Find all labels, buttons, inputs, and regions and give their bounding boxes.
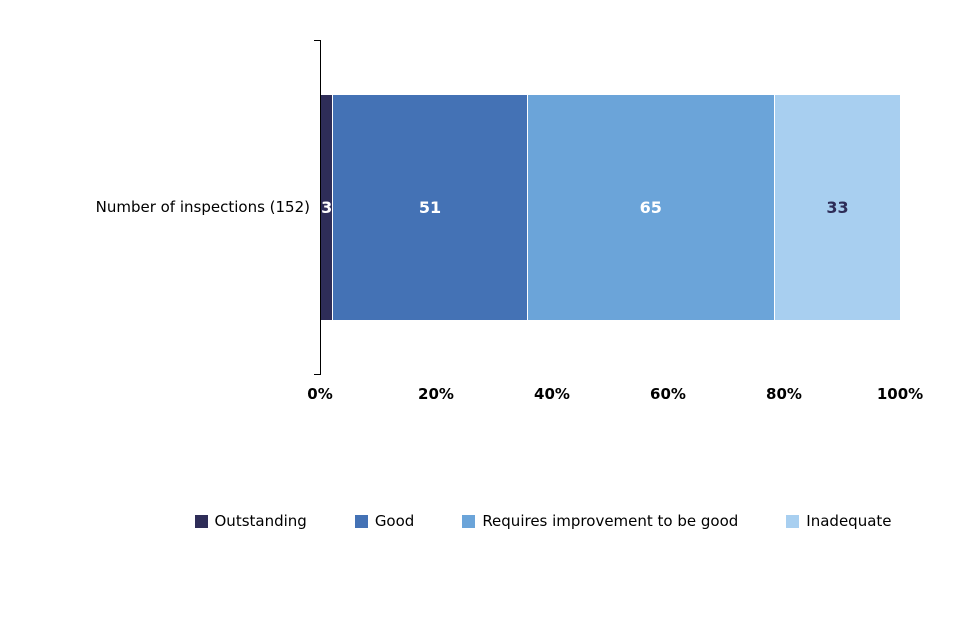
- x-tick-label: 100%: [876, 385, 924, 403]
- stacked-bar: 3 51 65 33: [321, 95, 900, 320]
- bar-segment-inadequate: 33: [774, 95, 900, 320]
- bar-segment-outstanding: 3: [321, 95, 334, 320]
- legend-swatch-icon: [194, 514, 208, 528]
- bar-segment-requires-improvement-to-be-good: 65: [527, 95, 775, 320]
- category-label: Number of inspections (152): [95, 198, 310, 216]
- legend-item-requires-improvement-to-be-good: Requires improvement to be good: [462, 512, 738, 530]
- axis-tick-top: [314, 40, 321, 41]
- bar-segment-value: 65: [639, 198, 662, 217]
- x-tick-label: 80%: [766, 385, 802, 403]
- axis-tick-bottom: [314, 374, 321, 375]
- legend-swatch-icon: [354, 514, 368, 528]
- legend-label: Good: [374, 512, 415, 530]
- x-tick-label: 0%: [307, 385, 333, 403]
- bar-segment-value: 33: [826, 198, 849, 217]
- bar-segment-value: 51: [418, 198, 442, 217]
- legend-label: Requires improvement to be good: [482, 512, 739, 530]
- legend-swatch-icon: [462, 514, 476, 528]
- legend-item-outstanding: Outstanding: [194, 512, 307, 530]
- legend-item-inadequate: Inadequate: [786, 512, 892, 530]
- x-axis-tick-labels: 0% 20% 40% 60% 80% 100%: [307, 385, 923, 407]
- x-tick-label: 20%: [418, 385, 454, 403]
- legend-swatch-icon: [786, 514, 800, 528]
- bar-segment-good: 51: [333, 95, 528, 320]
- legend-item-good: Good: [354, 512, 415, 530]
- x-tick-label: 60%: [650, 385, 686, 403]
- plot-area: 3 51 65 33: [314, 40, 901, 375]
- legend-label: Inadequate: [806, 512, 892, 530]
- bar-segment-value: 3: [321, 198, 333, 217]
- legend: Outstanding Good Requires improvement to b…: [0, 512, 960, 530]
- legend-label: Outstanding: [214, 512, 307, 530]
- x-tick-label: 40%: [534, 385, 570, 403]
